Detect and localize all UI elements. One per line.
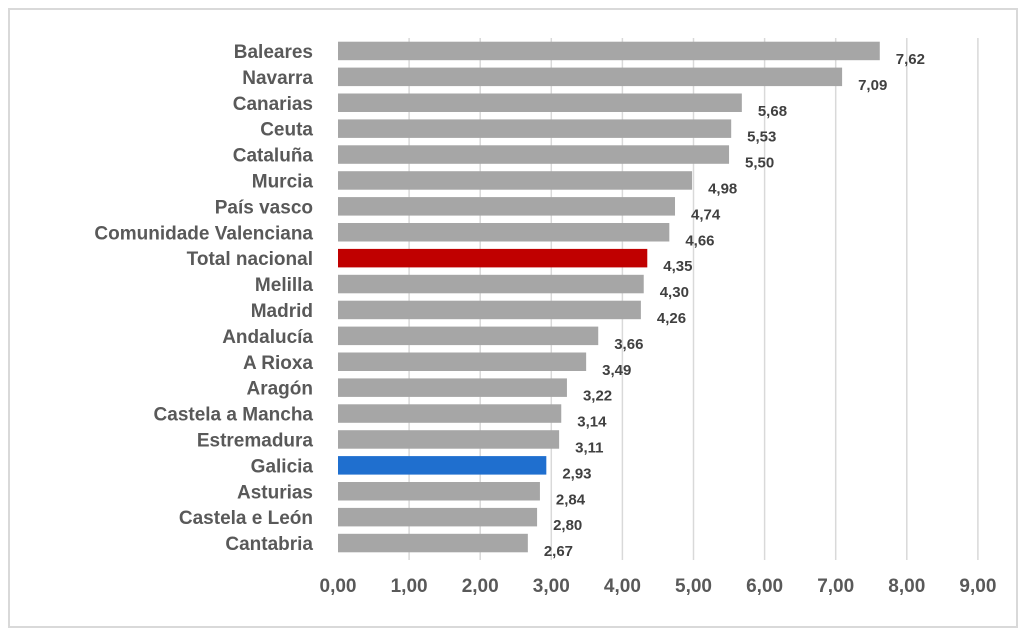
category-label: Canarias — [233, 94, 313, 115]
category-label: Cataluña — [233, 146, 314, 167]
category-label: Baleares — [234, 42, 313, 63]
category-label: Aragón — [247, 379, 314, 400]
bar — [338, 93, 742, 112]
bar — [338, 171, 693, 190]
x-tick-label: 3,00 — [533, 576, 570, 597]
x-tick-label: 8,00 — [888, 576, 925, 597]
bar — [338, 145, 730, 164]
labels-layer: Baleares 7,62 Navarra 7,09 Canarias 5,68 Ceuta… — [94, 42, 925, 560]
x-tick-label: 1,00 — [391, 576, 428, 597]
category-label: Comunidade Valenciana — [94, 223, 313, 244]
category-label: Galicia — [251, 456, 314, 477]
bar — [338, 430, 560, 449]
x-tick-label: 2,00 — [462, 576, 499, 597]
x-tick-label: 0,00 — [320, 576, 357, 597]
data-label: 4,30 — [660, 284, 689, 301]
data-label: 4,26 — [657, 310, 686, 327]
bar — [338, 41, 880, 61]
data-label: 5,53 — [747, 129, 776, 146]
data-label: 3,14 — [577, 414, 607, 431]
grid-layer — [408, 38, 979, 560]
data-label: 2,80 — [553, 517, 582, 534]
category-label: Navarra — [242, 68, 313, 89]
category-label: Estremadura — [197, 430, 314, 451]
data-label: 3,49 — [602, 362, 631, 379]
category-label: Cantabria — [225, 534, 313, 555]
bar — [338, 197, 676, 216]
category-label: A Rioxa — [243, 353, 313, 374]
category-label: Castela e León — [179, 508, 313, 529]
data-label: 3,22 — [583, 388, 612, 405]
data-label: 4,98 — [708, 180, 737, 197]
bar — [338, 533, 528, 553]
category-label: Melilla — [255, 275, 314, 296]
bar — [338, 119, 732, 138]
data-label: 7,62 — [896, 51, 925, 68]
bar — [338, 482, 540, 501]
category-label: Ceuta — [260, 120, 313, 141]
bar — [338, 378, 567, 397]
data-label: 5,50 — [745, 155, 774, 172]
x-tick-label: 6,00 — [746, 576, 783, 597]
category-label: Castela a Mancha — [154, 405, 314, 426]
category-label: País vasco — [215, 197, 313, 218]
bar-chart: Baleares 7,62 Navarra 7,09 Canarias 5,68 Ceuta… — [94, 38, 997, 597]
category-label: Murcia — [252, 171, 314, 192]
data-label: 4,74 — [691, 206, 721, 223]
data-label: 3,66 — [614, 336, 643, 353]
bar — [338, 456, 547, 475]
x-axis-ticks: 0,00 1,00 2,00 3,00 4,00 5,00 6,00 7,00 8,00 9,00 — [320, 576, 997, 597]
category-label: Andalucía — [222, 327, 313, 348]
data-label: 4,35 — [663, 258, 692, 275]
bar — [338, 326, 599, 346]
x-tick-label: 7,00 — [817, 576, 854, 597]
bars-layer — [338, 41, 880, 553]
data-label: 2,67 — [544, 543, 573, 560]
category-label: Asturias — [237, 482, 313, 503]
data-label: 5,68 — [758, 103, 787, 120]
data-label: 4,66 — [685, 232, 714, 249]
bar — [338, 223, 670, 242]
bar — [338, 67, 843, 87]
bar — [338, 352, 587, 371]
x-tick-label: 9,00 — [959, 576, 996, 597]
bar — [338, 507, 538, 527]
data-label: 2,84 — [556, 491, 586, 508]
category-label: Total nacional — [187, 249, 313, 270]
data-label: 3,11 — [575, 439, 603, 456]
x-tick-label: 5,00 — [675, 576, 712, 597]
bar — [338, 274, 644, 294]
data-label: 7,09 — [858, 77, 887, 94]
bar — [338, 300, 641, 320]
bar — [338, 248, 648, 268]
x-tick-label: 4,00 — [604, 576, 641, 597]
category-label: Madrid — [251, 301, 313, 322]
bar — [338, 404, 562, 423]
data-label: 2,93 — [562, 465, 591, 482]
